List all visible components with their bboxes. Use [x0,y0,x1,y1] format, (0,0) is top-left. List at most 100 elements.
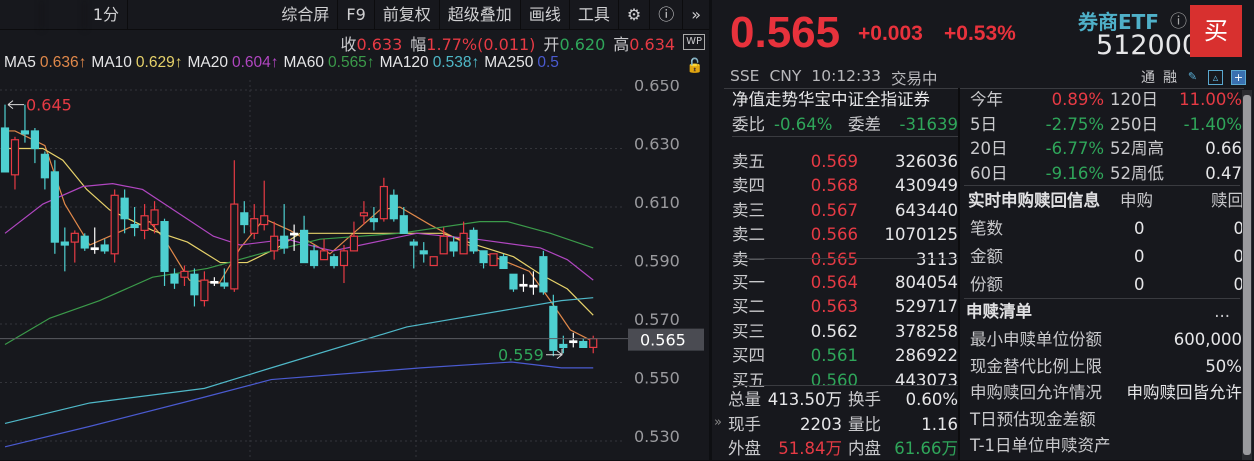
perf-label: 52周低 [1110,163,1164,183]
expand-icon[interactable]: » [714,415,722,430]
candle-body [190,273,199,296]
list-row: 现金替代比例上限 50% [964,355,1242,379]
ma-legend-item[interactable]: MA120 0.538↑ [380,54,480,72]
candle-body [349,235,359,252]
ma-value: 0.5 [537,54,559,71]
perf-label: 120日 [1110,90,1158,109]
subscribe-value: 0 [1134,219,1145,238]
summary-row: 现手 2203 量比 1.16 [724,413,958,437]
tool-tools[interactable]: 工具 [570,0,619,30]
list-row: 最小申赎单位份额 600,000 [964,328,1242,352]
list-label: 最小申赎单位份额 [970,330,1102,349]
candle-body [529,284,538,288]
ask-row[interactable]: 卖三 0.567 643440 [724,199,958,223]
ma-legend: MA5 0.636↑ MA10 0.629↑ MA20 0.604↑ MA60 0.565↑ M… [4,54,559,72]
ma-label: MA250 [484,54,534,71]
level-volume: 286922 [895,346,958,366]
tool-adjust[interactable]: 前复权 [375,0,440,30]
ma-legend-item[interactable]: MA20 0.604↑ [187,54,278,72]
candle [240,201,249,234]
bid-row[interactable]: 买一 0.564 804054 [724,271,958,295]
scrollbar-thumb[interactable] [1243,95,1251,455]
nav-trend-link[interactable]: 净值走势华宝中证全指证券 [732,90,930,109]
ask-row[interactable]: 卖四 0.568 430949 [724,174,958,198]
tool-composite[interactable]: 综合屏 [273,0,339,30]
realtime-label: 笔数 [970,219,1003,238]
ma-label: MA120 [379,54,429,71]
summary-value: 51.84万 [778,439,842,458]
candle [419,242,428,263]
bid-row[interactable]: 买五 0.560 443073 [724,369,958,393]
ma-label: MA20 [187,54,228,71]
perf-value: -6.77% [1045,139,1104,159]
kline-chart[interactable]: 0.650 0.630 0.610 0.590 0.570 0.550 0.530 0.565… [0,80,709,460]
buy-button[interactable]: 买 [1190,5,1242,57]
ask-row[interactable]: 卖二 0.566 1070125 [724,223,958,247]
candle [409,239,418,269]
candle-body [579,340,588,348]
candle [10,136,20,190]
ma-legend-item[interactable]: MA60 0.565↑ [284,54,375,72]
more-icon[interactable]: ... [1214,302,1230,321]
wp-icon[interactable]: WP [683,34,705,50]
low-marker-arrow [546,348,563,360]
level-volume: 529717 [895,297,958,317]
perf-value: -1.40% [1183,114,1242,134]
tab-multi-k[interactable] [42,0,85,30]
summary-value: 1.16 [921,414,958,434]
candle-body [140,215,149,231]
plus-icon[interactable]: + [1231,69,1246,85]
candle-body [409,241,418,246]
list-row: 申购赎回允许情况 申购赎回皆允许 [964,381,1242,405]
tool-overlay[interactable]: 超级叠加 [440,0,521,30]
level-volume: 3113 [916,249,958,269]
tool-draw[interactable]: 画线 [521,0,570,30]
tab-1min[interactable]: 1分 [85,0,129,30]
bid-row[interactable]: 买四 0.561 286922 [724,344,958,368]
candle-body [389,194,398,220]
list-title: 申赎清单 [966,302,1032,321]
perf-label: 250日 [1110,114,1158,134]
list-row: T-1日单位申赎资产 [964,434,1240,458]
realtime-title: 实时申购赎回信息 [968,191,1100,210]
level-label: 卖二 [732,225,765,245]
candle-body [70,232,79,243]
tool-f9[interactable]: F9 [338,0,375,30]
perf-row: 20日 -6.77% 52周高 0.66 [964,137,1242,161]
ask-row[interactable]: 卖一 0.565 3113 [724,248,958,272]
pencil-icon[interactable]: ✎ [1187,69,1198,83]
summary-label: 外盘 [728,439,761,458]
info-icon[interactable]: ⓘ [1170,12,1187,32]
help-icon[interactable]: ⓘ [650,0,684,30]
bid-row[interactable]: 买二 0.563 529717 [724,295,958,319]
bell-icon[interactable]: ▵ [1208,69,1223,85]
perf-value: 0.47 [1205,163,1242,183]
ma-legend-item[interactable]: MA10 0.629↑ [91,54,182,72]
lock-icon[interactable]: 🔓 [686,58,704,74]
candle [270,221,279,260]
chevron-right-icon[interactable]: » [691,5,701,24]
candle-body [120,197,129,220]
ma-legend-item[interactable]: MA5 0.636↑ [4,54,86,72]
candle-body [30,130,40,150]
tab-timeshare[interactable] [0,0,43,30]
ma-label: MA5 [4,54,36,71]
gear-icon[interactable]: ⚙ [619,0,651,30]
bid-row[interactable]: 买三 0.562 378258 [724,320,958,344]
candle [459,221,468,255]
y-tick-label: 0.590 [634,252,680,271]
low-marker-label: 0.559 [498,346,544,365]
level-label: 买五 [732,370,765,390]
candle-body [170,273,179,284]
current-price-box [628,328,704,351]
ma-label: MA10 [91,54,132,71]
ask-row[interactable]: 卖五 0.569 326036 [724,150,958,174]
ma-legend-item[interactable]: MA250 0.5 [484,54,559,72]
candle [280,204,289,254]
perf-label: 5日 [970,114,997,134]
candle-body [130,223,139,229]
candle-body [559,343,568,349]
candle-body [220,282,229,287]
level-price: 0.569 [810,152,858,171]
redeem-value: 0 [1233,275,1245,294]
